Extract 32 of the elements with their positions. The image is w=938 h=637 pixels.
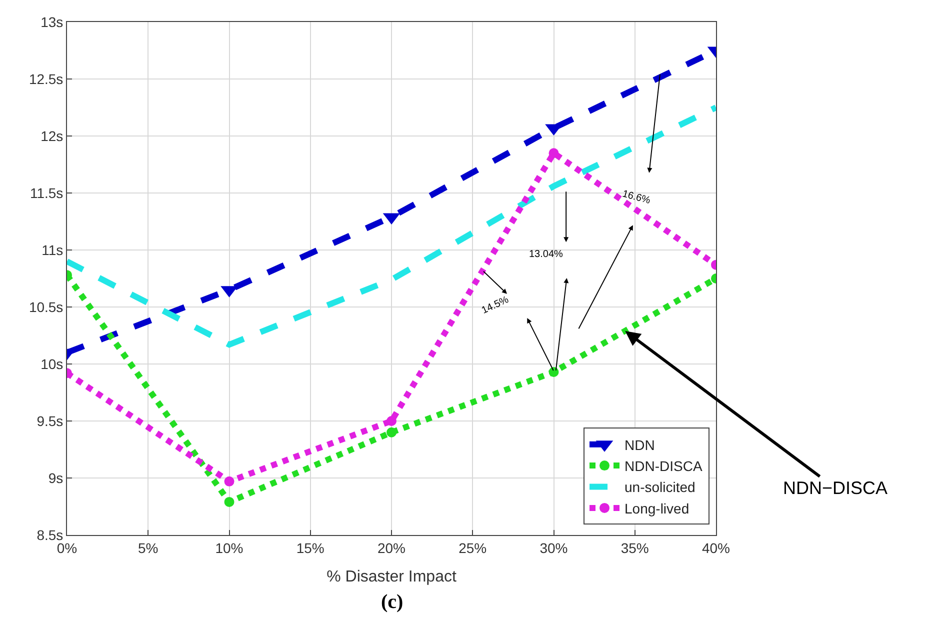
y-tick-label: 10.5s xyxy=(28,298,64,315)
y-tick-label: 11.5s xyxy=(30,184,64,201)
x-tick-label: 35% xyxy=(620,540,649,556)
x-tick-label: 25% xyxy=(458,540,487,556)
y-tick-label: 9.5s xyxy=(36,412,64,429)
y-tick-label: 10s xyxy=(40,356,64,372)
y-tick-label: 11s xyxy=(42,242,64,258)
x-axis-title: % Disaster Impact xyxy=(326,568,457,586)
annotation: 14.5% xyxy=(480,294,511,316)
y-tick-label: 12s xyxy=(40,128,64,144)
y-tick-label: 12.5s xyxy=(28,70,64,87)
y-tick-label: 9s xyxy=(48,470,64,486)
x-tick-label: 5% xyxy=(138,540,158,556)
annotation: 16.6% xyxy=(621,188,652,207)
x-tick-label: 40% xyxy=(702,540,730,556)
point xyxy=(386,427,396,438)
text: (c) xyxy=(381,591,404,613)
point xyxy=(224,476,234,486)
point xyxy=(386,416,396,426)
y-tick-label: 13s xyxy=(40,14,64,30)
x-tick-label: 20% xyxy=(377,540,406,556)
legend-label: NDN-DISCA xyxy=(624,458,703,474)
point xyxy=(548,148,559,158)
legend-label: NDN xyxy=(624,436,655,453)
x-tick-label: 10% xyxy=(215,540,244,556)
legend-label: Long-lived xyxy=(624,500,690,516)
annotation: NDN−DISCA xyxy=(783,478,888,498)
annotation: 13.04% xyxy=(529,249,564,260)
x-tick-label: 15% xyxy=(296,540,324,556)
x-tick-label: 30% xyxy=(540,540,568,556)
point xyxy=(224,496,234,507)
legend-label: un-solicited xyxy=(624,479,696,496)
